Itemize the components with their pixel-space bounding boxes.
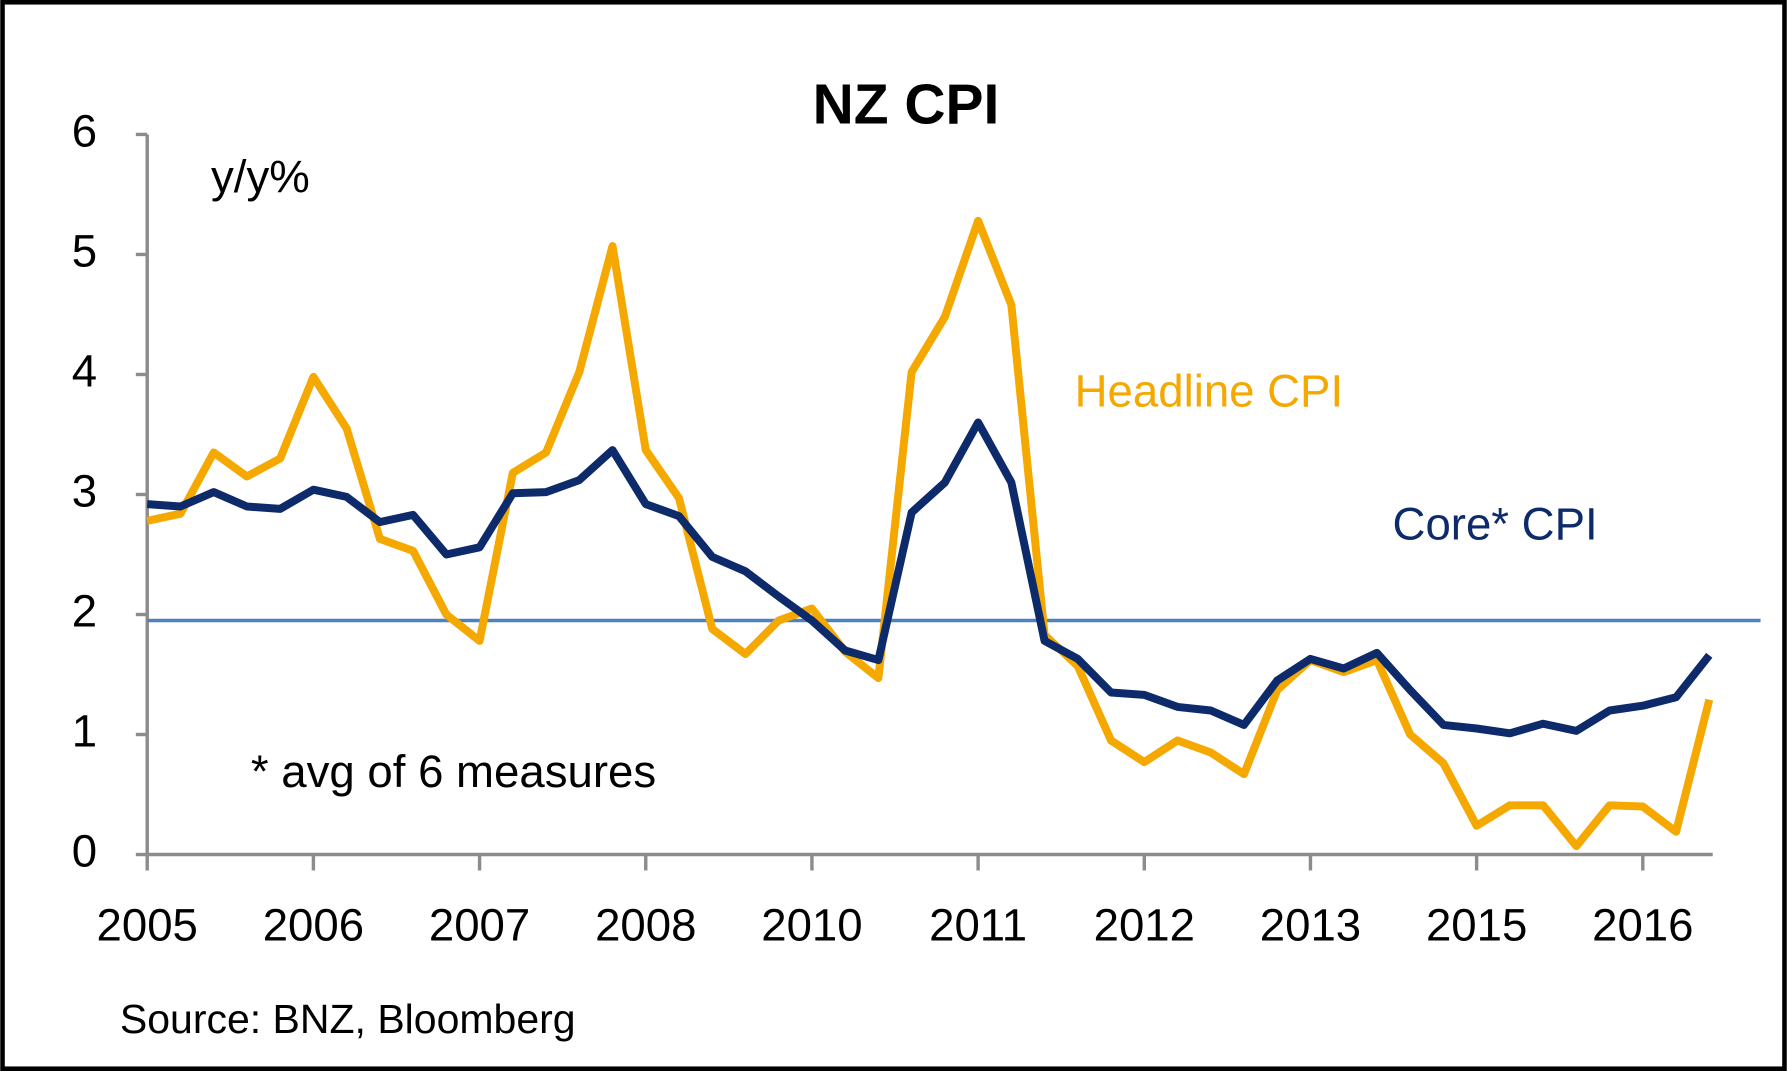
x-tick-label: 2008 (595, 900, 696, 951)
series-line (146, 216, 1714, 851)
x-tick-label: 2005 (97, 900, 198, 951)
y-tick-label: 2 (72, 586, 97, 637)
y-tick-label: 4 (72, 346, 97, 397)
y-tick-label: 5 (72, 225, 97, 276)
x-tick-label: 2015 (1426, 900, 1527, 951)
annotation: * avg of 6 measures (251, 746, 656, 797)
chart-title: NZ CPI (813, 72, 1000, 136)
x-tick-label: 2007 (429, 900, 530, 951)
x-tick-label: 2011 (929, 900, 1027, 951)
series-line (146, 418, 1713, 738)
y-tick-label: 6 (72, 105, 97, 156)
y-tick-label: 3 (72, 466, 97, 517)
x-tick-label: 2016 (1592, 900, 1693, 951)
series-label: Core* CPI (1393, 499, 1598, 550)
x-tick-label: 2012 (1094, 900, 1195, 951)
y-tick-label: 1 (72, 706, 97, 757)
y-axis-label: y/y% (211, 151, 310, 202)
x-tick-label: 2010 (761, 900, 862, 951)
x-tick-label: 2013 (1260, 900, 1361, 951)
x-tick-label: 2006 (263, 900, 364, 951)
source: Source: BNZ, Bloomberg (120, 996, 576, 1042)
series-label: Headline CPI (1075, 365, 1343, 416)
y-tick-label: 0 (72, 826, 97, 877)
